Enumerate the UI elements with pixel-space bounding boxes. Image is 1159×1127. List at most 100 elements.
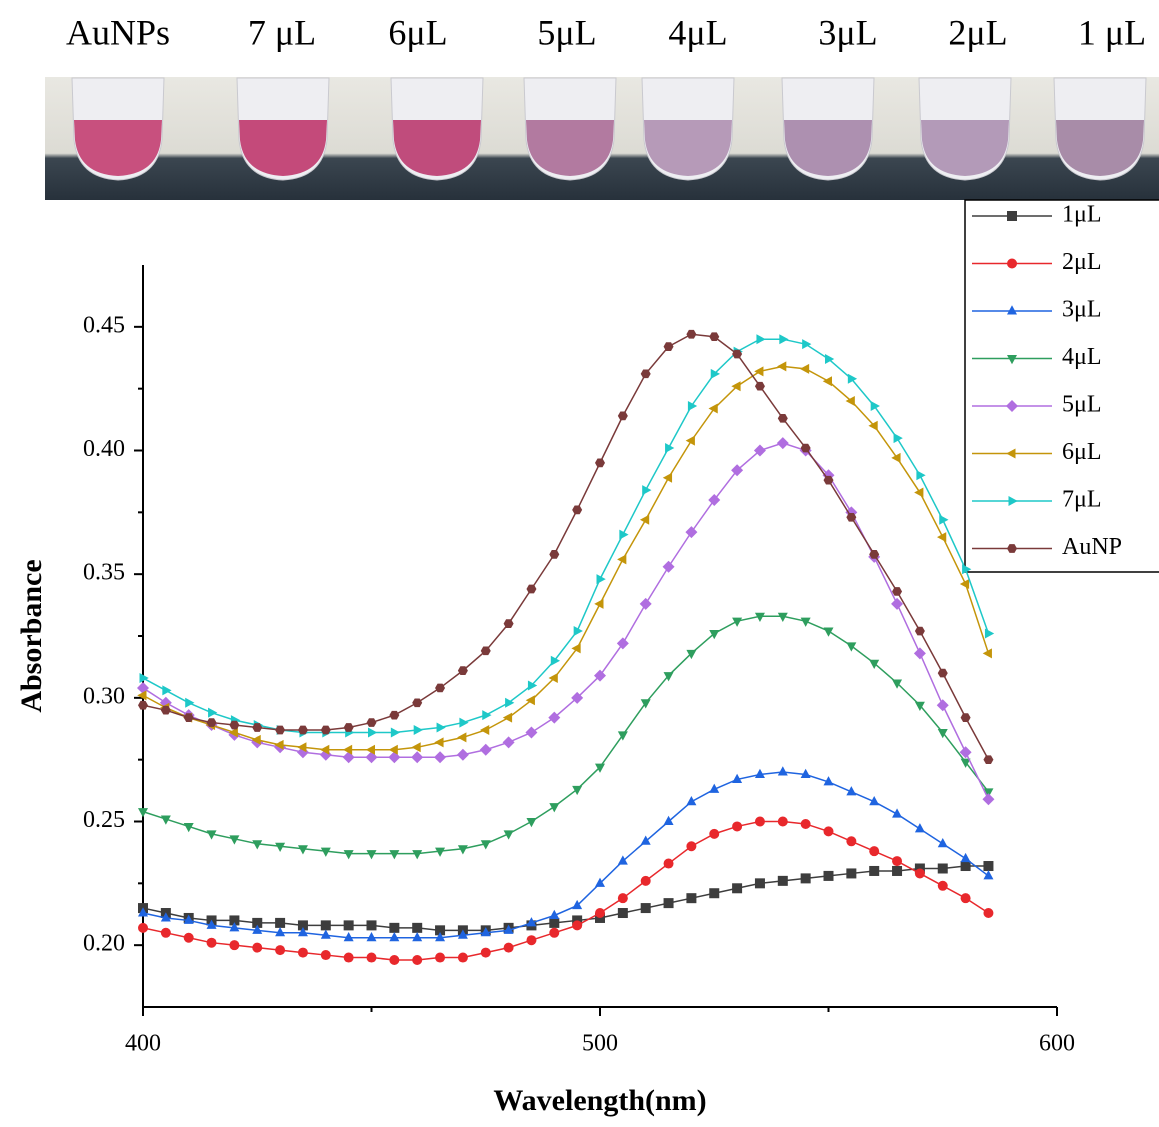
data-point	[983, 788, 994, 798]
data-point	[616, 637, 629, 650]
data-point	[412, 955, 423, 966]
data-point	[916, 470, 926, 481]
data-point	[572, 899, 583, 910]
data-point	[389, 955, 400, 966]
data-point	[389, 850, 400, 860]
data-point	[846, 786, 857, 796]
data-point	[823, 776, 834, 786]
data-point	[206, 830, 217, 840]
data-point	[756, 334, 766, 345]
data-point	[685, 526, 698, 539]
data-point	[753, 444, 766, 457]
data-point	[847, 373, 858, 384]
data-point	[617, 731, 628, 741]
photo-label: 3μL	[818, 12, 877, 52]
data-point	[320, 929, 331, 939]
data-point	[892, 865, 903, 876]
series-line	[142, 615, 990, 855]
data-point	[617, 893, 628, 904]
series-line	[142, 442, 990, 800]
data-point	[368, 727, 378, 738]
data-point	[959, 746, 972, 759]
data-point	[526, 935, 537, 946]
data-point	[366, 920, 377, 931]
data-point	[206, 718, 217, 727]
data-point	[434, 751, 447, 764]
tubes	[71, 77, 1147, 181]
data-point	[937, 532, 947, 543]
x-tick-label: 400	[125, 1031, 161, 1057]
data-point	[754, 612, 765, 622]
data-point	[823, 627, 834, 637]
data-point	[777, 766, 788, 776]
data-point	[846, 642, 857, 652]
data-point	[275, 927, 286, 937]
data-point	[754, 366, 764, 377]
tube-liquid	[1056, 120, 1144, 176]
data-point	[891, 597, 904, 610]
data-point	[710, 368, 720, 379]
data-point	[640, 699, 651, 709]
data-point	[162, 685, 172, 696]
data-point	[732, 821, 743, 832]
data-point	[731, 381, 741, 392]
data-point	[732, 349, 743, 359]
data-point	[892, 679, 903, 689]
data-point	[342, 744, 353, 755]
data-point	[960, 713, 971, 722]
x-tick-label: 500	[582, 1031, 618, 1057]
data-point	[662, 472, 673, 483]
data-point	[777, 612, 788, 622]
data-point	[685, 435, 695, 446]
photo-label: 1 μL	[1078, 12, 1146, 52]
data-point	[550, 655, 561, 666]
data-point	[320, 920, 331, 931]
data-point	[229, 940, 240, 951]
data-point	[320, 725, 331, 735]
series	[137, 361, 992, 755]
data-point	[526, 818, 537, 828]
data-point	[732, 617, 743, 627]
photo-label: 4μL	[668, 12, 727, 52]
data-point	[823, 475, 834, 485]
data-point	[914, 701, 925, 712]
data-point	[732, 773, 743, 783]
data-point	[776, 437, 789, 450]
data-point	[754, 768, 765, 779]
y-tick-label: 0.45	[83, 312, 125, 338]
data-point	[709, 783, 720, 793]
data-point	[502, 736, 515, 749]
data-point	[297, 947, 308, 958]
series	[138, 766, 994, 942]
data-point	[183, 914, 194, 924]
data-point	[686, 841, 697, 852]
data-point	[800, 873, 811, 884]
data-point	[960, 758, 971, 768]
data-point	[754, 878, 765, 889]
data-point	[297, 927, 308, 937]
data-point	[275, 917, 286, 928]
legend-label: AuNP	[1062, 534, 1122, 560]
data-point	[617, 855, 628, 865]
data-point	[525, 695, 535, 706]
legend-label: 7μL	[1062, 487, 1102, 513]
data-point	[686, 893, 697, 904]
series-line	[142, 338, 990, 734]
data-point	[138, 808, 148, 818]
tube-liquid	[74, 120, 162, 176]
data-point	[435, 847, 446, 857]
data-point	[960, 852, 971, 863]
data-point	[548, 711, 561, 724]
series-line	[142, 333, 990, 761]
photo-label: 7 μL	[248, 12, 316, 52]
legend-label: 6μL	[1062, 439, 1102, 465]
data-point	[572, 920, 583, 931]
data-point	[275, 945, 286, 956]
tube-liquid	[784, 120, 872, 176]
data-point	[390, 727, 401, 738]
y-tick-label: 0.30	[83, 683, 125, 709]
data-point	[411, 742, 421, 753]
data-point	[594, 669, 606, 682]
data-point	[939, 514, 949, 525]
